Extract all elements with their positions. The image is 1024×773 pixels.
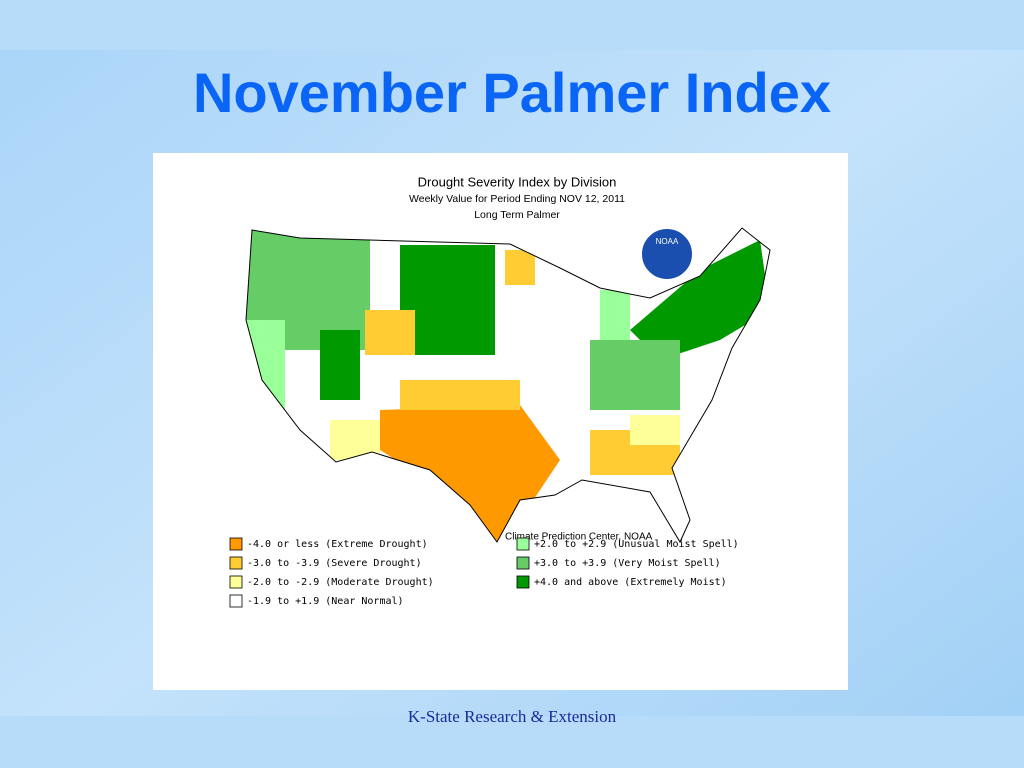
top-band [0, 0, 1024, 50]
legend-swatch [229, 594, 243, 608]
region [590, 340, 680, 410]
noaa-logo-text: NOAA [656, 237, 679, 246]
noaa-logo [638, 225, 696, 283]
map-subtitle: Long Term Palmer [474, 209, 560, 221]
slide-title: November Palmer Index [193, 61, 831, 124]
legend-swatch [516, 575, 530, 589]
legend-label: +2.0 to +2.9 (Unusual Moist Spell) [534, 539, 739, 550]
region [400, 380, 520, 410]
region [400, 245, 495, 355]
region [505, 250, 535, 285]
map-credit: Climate Prediction Center, NOAA [505, 532, 653, 543]
legend-label: -2.0 to -2.9 (Moderate Drought) [247, 577, 434, 588]
legend-swatch [229, 575, 243, 589]
legend-swatch [516, 556, 530, 570]
footer: K-State Research & Extension [408, 707, 617, 726]
map-title: Drought Severity Index by Division [418, 174, 617, 189]
region [600, 290, 630, 340]
legend-label: -1.9 to +1.9 (Near Normal) [247, 596, 404, 607]
region [320, 330, 360, 400]
legend-label: -3.0 to -3.9 (Severe Drought) [247, 558, 422, 569]
bottom-band [0, 716, 1024, 768]
legend-swatch [516, 537, 530, 551]
map-subtitle: Weekly Value for Period Ending NOV 12, 2… [409, 193, 625, 205]
region [630, 240, 770, 360]
region [365, 310, 415, 355]
legend-label: +4.0 and above (Extremely Moist) [534, 577, 727, 588]
legend-swatch [229, 537, 243, 551]
legend-label: +3.0 to +3.9 (Very Moist Spell) [534, 558, 721, 569]
legend-label: -4.0 or less (Extreme Drought) [247, 539, 428, 550]
region [630, 415, 680, 445]
legend-swatch [229, 556, 243, 570]
